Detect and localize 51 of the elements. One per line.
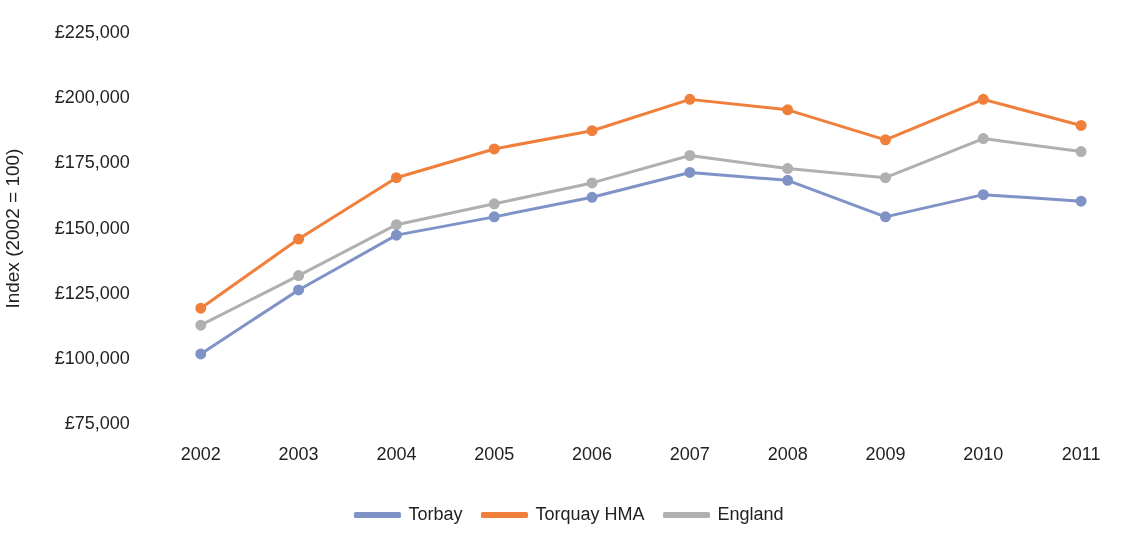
point	[195, 319, 207, 331]
x-tick-label: 2004	[376, 444, 417, 465]
point	[293, 233, 305, 245]
point	[977, 189, 989, 201]
y-tick-label: £200,000	[54, 87, 130, 108]
point	[488, 198, 500, 210]
point	[293, 284, 305, 296]
point	[390, 229, 402, 241]
point	[390, 172, 402, 184]
x-tick-label: 2007	[669, 444, 710, 465]
point	[1075, 119, 1087, 131]
y-tick-label: £150,000	[54, 217, 130, 238]
point	[293, 270, 305, 282]
x-tick-label: 2008	[767, 444, 808, 465]
x-tick-label: 2002	[180, 444, 221, 465]
point	[684, 93, 696, 105]
point	[782, 174, 794, 186]
x-tick-label: 2006	[572, 444, 613, 465]
y-tick-label: £225,000	[54, 21, 130, 42]
point	[879, 134, 891, 146]
point	[586, 191, 598, 203]
point	[488, 211, 500, 223]
point	[684, 150, 696, 161]
legend-label: Torbay	[408, 503, 463, 524]
y-tick-label: £75,000	[64, 413, 130, 434]
point	[879, 172, 891, 184]
y-axis-title: Index (2002 = 100)	[1, 148, 23, 309]
point	[977, 93, 989, 105]
point	[879, 211, 891, 223]
x-tick-label: 2005	[474, 444, 515, 465]
y-tick-label: £175,000	[54, 152, 130, 173]
point	[782, 163, 794, 175]
x-tick-label: 2010	[963, 444, 1004, 465]
point	[1075, 195, 1087, 207]
x-tick-label: 2011	[1061, 444, 1101, 465]
point	[586, 177, 598, 189]
x-tick-label: 2009	[865, 444, 906, 465]
point	[488, 143, 500, 155]
point	[195, 302, 207, 314]
point	[390, 219, 402, 231]
point	[684, 166, 696, 178]
point	[977, 133, 989, 145]
legend-label: Torquay HMA	[535, 503, 645, 524]
y-tick-label: £100,000	[54, 348, 130, 369]
x-tick-label: 2003	[278, 444, 319, 465]
point	[782, 104, 794, 116]
legend-label: England	[717, 503, 784, 524]
point	[195, 348, 207, 360]
y-tick-label: £125,000	[54, 282, 130, 303]
point	[1075, 146, 1087, 158]
point	[586, 125, 598, 137]
